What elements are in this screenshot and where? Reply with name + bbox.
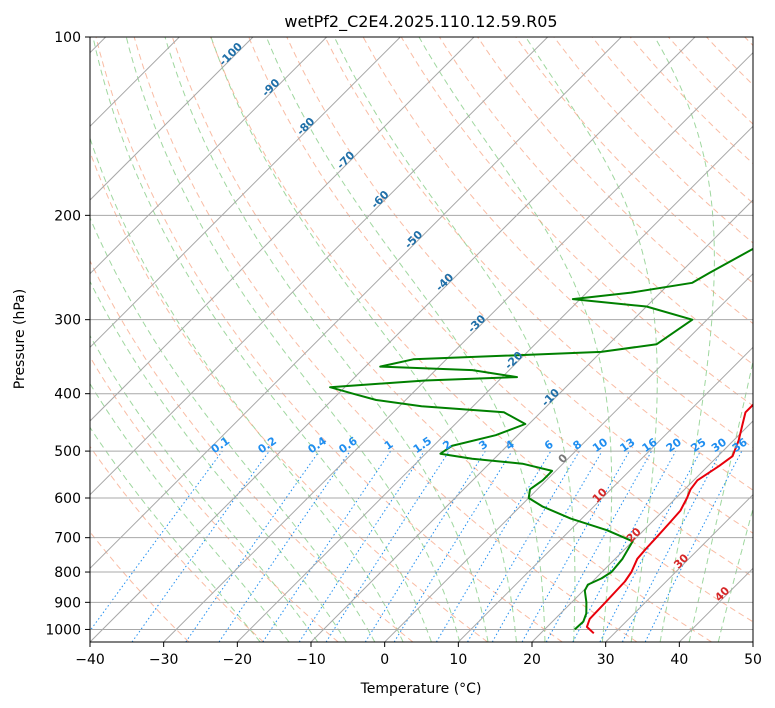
- mixing-ratio-line: [491, 450, 603, 642]
- dry-adiabat-line: [629, 37, 753, 165]
- moist-adiabat-line: [90, 426, 261, 642]
- x-axis-ticks: −40 −30 −20 −10 0 10 20 30 40 50: [75, 642, 762, 668]
- moist-adiabat-line: [717, 507, 753, 642]
- dry-adiabat-line: [591, 37, 753, 204]
- y-tick-label: 100: [54, 30, 81, 46]
- mixing-ratio-line: [364, 450, 486, 642]
- chart-title: wetPf2_C2E4.2025.110.12.59.R05: [284, 12, 557, 32]
- moist-adiabat-line: [265, 37, 546, 642]
- moist-adiabat-line: [525, 37, 658, 642]
- x-axis-label: Temperature (°C): [360, 681, 482, 697]
- moist-adiabat-line: [90, 382, 290, 642]
- y-tick-label: 800: [54, 565, 81, 581]
- isotherm-line: [310, 199, 753, 642]
- isotherm-line: [90, 37, 401, 349]
- y-tick-label: 500: [54, 444, 81, 460]
- y-axis-ticks: 100 200 300 400 500 600 700 800 900 1000: [45, 30, 90, 638]
- mixing-ratio-lines: [90, 450, 743, 642]
- y-axis-label: Pressure (hPa): [12, 289, 28, 389]
- isotherm-line: [384, 272, 753, 642]
- moist-adiabat-line: [90, 334, 319, 642]
- moist-adiabat-line: [90, 216, 376, 642]
- dry-adiabat-line: [324, 37, 753, 491]
- y-tick-label: 200: [54, 208, 81, 224]
- isotherm-line: [90, 37, 328, 275]
- x-tick-label: 10: [449, 652, 467, 668]
- moist-adiabat-line: [210, 37, 517, 642]
- moist-adiabat-line: [125, 37, 461, 642]
- isotherm-line: [163, 51, 753, 642]
- y-tick-label: 700: [54, 531, 81, 547]
- moist-adiabat-line: [90, 136, 404, 642]
- isotherm-line: [90, 37, 696, 642]
- mixing-ratio-line: [435, 450, 552, 642]
- dry-adiabat-line: [248, 37, 753, 578]
- isotherm-line: [90, 37, 622, 570]
- y-tick-label: 1000: [45, 622, 81, 638]
- x-tick-label: −40: [75, 652, 105, 668]
- y-tick-label: 400: [54, 387, 81, 403]
- moist-adiabat-line: [333, 37, 576, 642]
- mixing-ratio-line: [131, 450, 270, 642]
- moist-adiabat-line: [418, 37, 613, 642]
- y-tick-label: 300: [54, 313, 81, 329]
- moist-adiabat-line: [654, 37, 715, 642]
- isotherm-line: [457, 346, 753, 642]
- x-tick-label: 40: [670, 652, 688, 668]
- dry-adiabat-line: [515, 37, 753, 284]
- isotherm-line: [90, 37, 549, 496]
- x-tick-label: 0: [380, 652, 389, 668]
- x-tick-label: 20: [523, 652, 541, 668]
- isotherms: [90, 37, 753, 642]
- moist-adiabat-line: [90, 280, 347, 642]
- mixing-ratio-line: [572, 450, 677, 642]
- isotherm-line: [605, 493, 753, 642]
- dry-adiabat-line: [95, 37, 563, 642]
- mixing-ratio-line: [393, 450, 513, 642]
- mixing-ratio-line: [185, 450, 320, 642]
- isotherm-line: [90, 37, 254, 201]
- y-tick-label: 900: [54, 595, 81, 611]
- mixing-ratio-line: [218, 450, 351, 642]
- mixing-ratio-line: [467, 450, 580, 642]
- dry-adiabat-line: [90, 445, 264, 642]
- mixing-ratio-line: [325, 450, 450, 642]
- x-tick-label: 50: [744, 652, 762, 668]
- pressure-gridlines: [90, 37, 753, 630]
- dry-adiabat-line: [133, 37, 638, 642]
- temperature-profile-line: [585, 403, 753, 635]
- sounding-series: [329, 247, 753, 635]
- isotherm-line: [90, 37, 475, 422]
- dry-adiabat-line: [477, 37, 753, 325]
- x-tick-label: −20: [223, 652, 253, 668]
- mixing-ratio-line: [90, 450, 223, 632]
- dry-adiabat-line: [90, 259, 414, 642]
- dewpoint-profile-line: [329, 247, 753, 631]
- dry-adiabat-line: [171, 37, 712, 642]
- mixing-ratio-line: [521, 450, 630, 642]
- x-tick-label: 30: [597, 652, 615, 668]
- moist-adiabat-line: [92, 37, 432, 642]
- y-tick-label: 600: [54, 491, 81, 507]
- x-tick-label: −10: [296, 652, 326, 668]
- x-tick-label: −30: [149, 652, 179, 668]
- moist-adiabat-line: [688, 358, 753, 642]
- isotherm-line: [236, 125, 753, 642]
- plot-frame: [89, 36, 754, 643]
- dry-adiabat-line: [400, 37, 753, 407]
